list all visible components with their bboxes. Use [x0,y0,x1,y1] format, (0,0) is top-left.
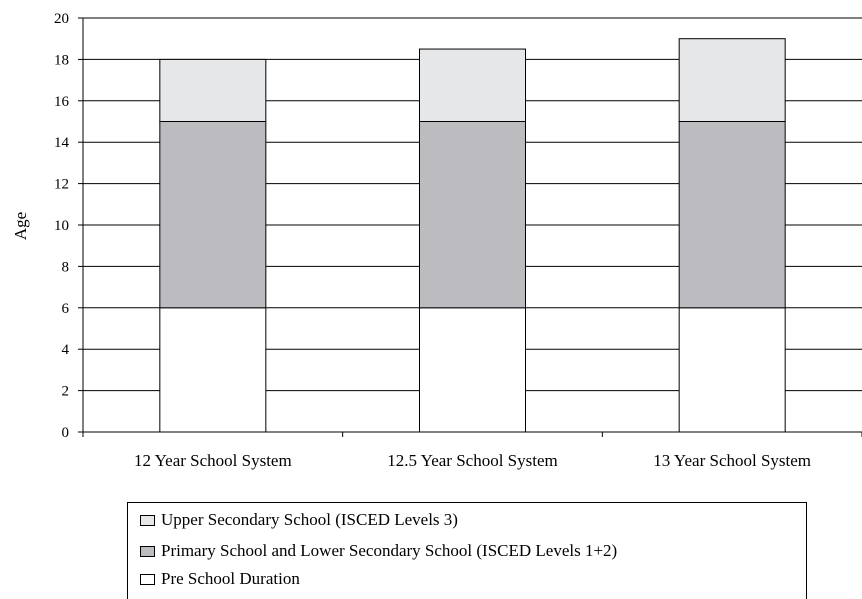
y-axis-title: Age [11,212,30,240]
bar-segment-2-1 [419,307,526,433]
legend-swatch-upper-secondary [140,514,155,526]
bar-segment-3-2 [678,121,786,309]
legend-swatch-primary-lower-secondary [140,545,155,557]
y-tick-label-8: 8 [62,259,70,275]
bar-segment-1-2 [159,121,267,309]
legend-item-primary-lower-secondary: Primary School and Lower Secondary Schoo… [140,539,617,563]
y-tick-label-2: 2 [62,384,70,400]
legend-swatch-pre-school [140,573,155,585]
y-tick-label-0: 0 [62,425,70,441]
legend-label-pre-school: Pre School Duration [161,569,300,588]
y-tick-label-14: 14 [54,135,70,151]
x-category-label-1: 12 Year School System [134,451,292,470]
y-tick-labels: 0 2 4 6 8 10 12 14 16 18 20 [54,11,70,441]
y-tick-label-12: 12 [54,177,69,193]
bar-segment-3-3 [678,38,786,123]
legend-label-upper-secondary: Upper Secondary School (ISCED Levels 3) [161,510,458,529]
bar-segment-1-1 [159,307,267,433]
y-tick-label-16: 16 [54,94,70,110]
bar-segment-2-3 [419,48,526,122]
x-category-label-2: 12.5 Year School System [387,451,557,470]
bar-segment-3-1 [678,307,786,433]
bars [159,38,786,433]
y-tick-label-18: 18 [54,52,69,68]
bar-segment-1-3 [159,58,267,122]
y-tick-label-4: 4 [62,342,70,358]
y-tick-label-10: 10 [54,218,69,234]
legend-item-upper-secondary: Upper Secondary School (ISCED Levels 3) [140,508,458,532]
x-category-label-3: 13 Year School System [653,451,811,470]
legend: Upper Secondary School (ISCED Levels 3) … [127,502,807,599]
bar-segment-2-2 [419,121,526,309]
y-tick-label-20: 20 [54,11,69,27]
legend-item-pre-school: Pre School Duration [140,567,300,591]
axes [78,17,862,437]
y-tick-label-6: 6 [62,301,70,317]
x-category-labels: 12 Year School System 12.5 Year School Sy… [134,451,811,470]
legend-label-primary-lower-secondary: Primary School and Lower Secondary Schoo… [161,541,618,560]
